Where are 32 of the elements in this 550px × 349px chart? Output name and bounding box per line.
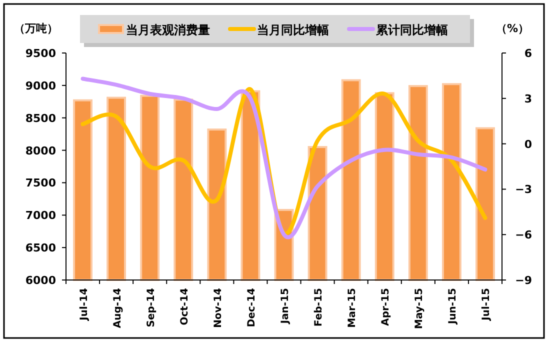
x-tick-label: Jan-15 <box>280 288 291 325</box>
legend-label: 累计同比增幅 <box>375 23 448 37</box>
legend-label: 当月同比增幅 <box>257 23 329 37</box>
x-tick-label: Apr-15 <box>380 288 392 326</box>
x-tick-label: Sep-14 <box>146 288 157 328</box>
y2-tick-label: −3 <box>515 183 532 196</box>
legend-label: 当月表观消费量 <box>126 23 210 37</box>
y2-tick-label: 6 <box>524 47 532 60</box>
y-tick-label: 7500 <box>25 176 56 190</box>
x-tick-label: May-15 <box>414 288 426 329</box>
x-tick-label: Nov-14 <box>212 288 224 328</box>
x-tick-label: Dec-14 <box>246 288 258 328</box>
y-tick-label: 6000 <box>25 274 56 287</box>
y2-tick-label: −6 <box>515 228 532 242</box>
x-tick-label: Jul-15 <box>481 288 492 322</box>
y2-tick-label: 0 <box>524 138 532 151</box>
x-tick-label: Feb-15 <box>314 288 325 326</box>
x-tick-label: Mar-15 <box>347 288 358 328</box>
y2-tick-label: −9 <box>515 274 532 287</box>
y-tick-label: 9500 <box>25 47 56 60</box>
y-tick-label: 8000 <box>25 144 56 158</box>
y-tick-label: 6500 <box>25 242 56 255</box>
y2-axis-title: （%） <box>496 22 530 35</box>
y-tick-label: 8500 <box>25 112 56 125</box>
x-tick-label: Oct-14 <box>179 288 190 326</box>
x-tick-label: Aug-14 <box>112 288 124 328</box>
y2-tick-label: 3 <box>524 92 532 106</box>
y-tick-label: 7000 <box>25 209 56 222</box>
y-axis-title: （万吨） <box>14 22 58 35</box>
x-tick-label: Jul-14 <box>78 288 90 322</box>
y-tick-label: 9000 <box>25 79 56 92</box>
x-tick-label: Jun-15 <box>448 288 459 326</box>
